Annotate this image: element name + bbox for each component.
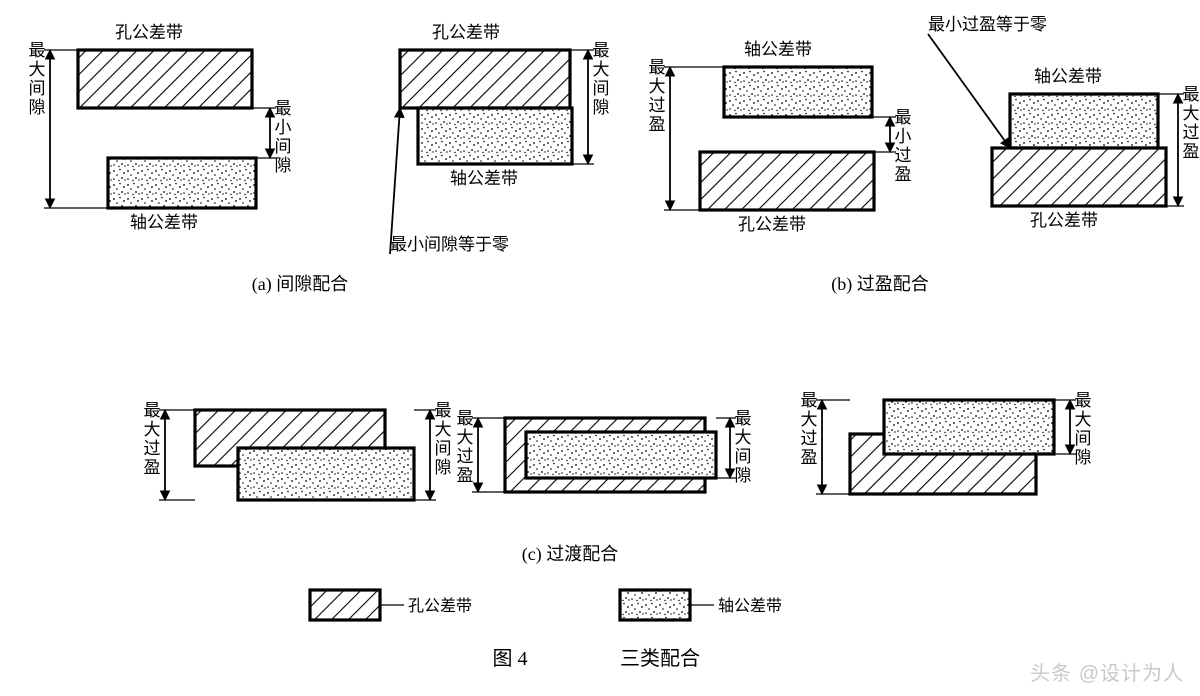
- svg-text:最: 最: [275, 99, 292, 118]
- caption-a: (a) 间隙配合: [252, 274, 348, 295]
- svg-text:盈: 盈: [457, 466, 474, 485]
- a1-hole-band: [78, 50, 252, 108]
- svg-text:隙: 隙: [275, 156, 292, 175]
- svg-text:过: 过: [801, 429, 818, 448]
- a2-hole-band: [400, 50, 570, 108]
- svg-text:隙: 隙: [435, 458, 452, 477]
- svg-text:间: 间: [275, 137, 292, 156]
- b1-shaft-label: 轴公差带: [744, 40, 812, 59]
- a2-note-text: 最小间隙等于零: [390, 235, 509, 254]
- svg-text:隙: 隙: [735, 466, 752, 485]
- legend-hole-label: 孔公差带: [408, 597, 472, 615]
- c1-left-dim-label: 最大过盈: [144, 401, 161, 477]
- a1-shaft-label: 轴公差带: [130, 213, 198, 232]
- svg-text:间: 间: [1075, 429, 1092, 448]
- svg-text:最: 最: [735, 409, 752, 428]
- svg-text:过: 过: [649, 96, 666, 115]
- b2-note-leader: [928, 34, 1010, 148]
- legend-shaft-swatch: [620, 590, 690, 620]
- a1-hole-label: 孔公差带: [115, 23, 183, 42]
- b1-hole-band: [700, 152, 874, 210]
- svg-text:小: 小: [895, 127, 912, 146]
- svg-text:大: 大: [593, 60, 610, 79]
- svg-text:盈: 盈: [895, 165, 912, 184]
- svg-text:最: 最: [29, 41, 46, 60]
- svg-text:大: 大: [29, 60, 46, 79]
- svg-text:最: 最: [801, 391, 818, 410]
- svg-text:过: 过: [457, 447, 474, 466]
- svg-text:隙: 隙: [1075, 448, 1092, 467]
- svg-text:最: 最: [1183, 85, 1200, 104]
- svg-text:小: 小: [275, 118, 292, 137]
- a2-right-dim-label: 最大间隙: [593, 41, 610, 117]
- svg-text:最: 最: [1075, 391, 1092, 410]
- b1-hole-label: 孔公差带: [738, 215, 806, 234]
- b2-shaft-label: 轴公差带: [1034, 67, 1102, 86]
- c1-right-dim-label: 最大间隙: [435, 401, 452, 477]
- watermark: 头条 @设计为人: [1030, 657, 1184, 686]
- c3-right-dim-label: 最大间隙: [1075, 391, 1092, 467]
- svg-text:大: 大: [435, 420, 452, 439]
- c1-shaft-band: [238, 448, 414, 500]
- svg-text:最: 最: [895, 108, 912, 127]
- svg-text:最: 最: [457, 409, 474, 428]
- figure-svg: 孔公差带轴公差带最大间隙最小间隙孔公差带轴公差带最大间隙最小间隙等于零轴公差带孔…: [0, 0, 1200, 696]
- svg-text:大: 大: [735, 428, 752, 447]
- caption-c: (c) 过渡配合: [522, 544, 618, 565]
- svg-text:过: 过: [1183, 123, 1200, 142]
- svg-text:盈: 盈: [1183, 142, 1200, 161]
- svg-text:隙: 隙: [593, 98, 610, 117]
- svg-text:大: 大: [1075, 410, 1092, 429]
- c3-shaft-band: [884, 400, 1054, 454]
- svg-text:盈: 盈: [801, 448, 818, 467]
- a1-shaft-band: [108, 158, 256, 208]
- c3-left-dim-label: 最大过盈: [801, 391, 818, 467]
- c2-shaft-band: [526, 432, 716, 478]
- b2-hole-band: [992, 148, 1166, 206]
- svg-text:大: 大: [1183, 104, 1200, 123]
- svg-text:大: 大: [801, 410, 818, 429]
- svg-text:间: 间: [435, 439, 452, 458]
- svg-text:最: 最: [593, 41, 610, 60]
- figure-number: 图 4: [493, 648, 528, 670]
- b1-shaft-band: [724, 67, 872, 117]
- svg-text:最: 最: [435, 401, 452, 420]
- a1-right-dim-label: 最小间隙: [275, 99, 292, 175]
- b2-right-dim-label: 最大过盈: [1183, 85, 1200, 161]
- svg-text:间: 间: [593, 79, 610, 98]
- b2-note-text: 最小过盈等于零: [928, 15, 1047, 34]
- a2-shaft-band: [418, 108, 572, 164]
- a2-note-leader: [390, 108, 400, 254]
- svg-text:大: 大: [144, 420, 161, 439]
- svg-text:大: 大: [649, 77, 666, 96]
- svg-text:间: 间: [735, 447, 752, 466]
- legend-shaft-label: 轴公差带: [718, 597, 782, 615]
- svg-text:最: 最: [649, 58, 666, 77]
- svg-text:最: 最: [144, 401, 161, 420]
- c2-left-dim-label: 最大过盈: [457, 409, 474, 485]
- svg-text:过: 过: [144, 439, 161, 458]
- legend-hole-swatch: [310, 590, 380, 620]
- svg-text:大: 大: [457, 428, 474, 447]
- c2-right-dim-label: 最大间隙: [735, 409, 752, 485]
- svg-text:间: 间: [29, 79, 46, 98]
- b2-shaft-band: [1010, 94, 1158, 148]
- b2-hole-label: 孔公差带: [1030, 211, 1098, 230]
- a2-shaft-label: 轴公差带: [450, 169, 518, 188]
- a1-left-dim-label: 最大间隙: [29, 41, 46, 117]
- a2-hole-label: 孔公差带: [432, 23, 500, 42]
- b1-right-dim-label: 最小过盈: [895, 108, 912, 184]
- figure-title: 三类配合: [620, 647, 700, 670]
- svg-text:过: 过: [895, 146, 912, 165]
- b1-left-dim-label: 最大过盈: [649, 58, 666, 134]
- caption-b: (b) 过盈配合: [831, 274, 929, 295]
- svg-text:隙: 隙: [29, 98, 46, 117]
- svg-text:盈: 盈: [144, 458, 161, 477]
- svg-text:盈: 盈: [649, 115, 666, 134]
